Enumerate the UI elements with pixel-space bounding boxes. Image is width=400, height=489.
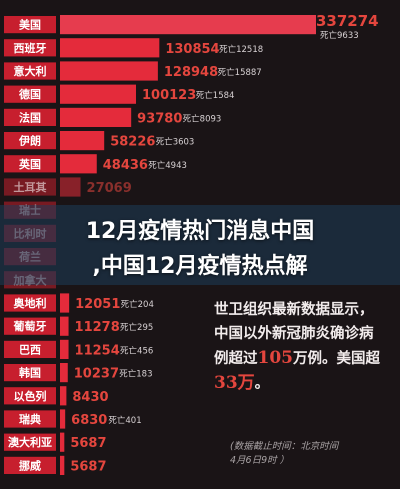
death-count-label: 死亡401 [108, 415, 141, 426]
country-label-bg [4, 294, 56, 312]
case-bar [60, 154, 97, 174]
source-line-2: 4月6日9时 ） [230, 455, 290, 466]
country-label: 美国 [19, 18, 41, 32]
country-label-bg [4, 16, 56, 34]
country-label-bg [4, 410, 56, 428]
country-label-bg [4, 340, 56, 358]
death-count-label: 死亡183 [119, 369, 152, 380]
case-value-label: 5687 [70, 459, 106, 474]
death-count-label: 死亡12518 [219, 44, 263, 55]
case-bar [60, 339, 69, 359]
case-bar [60, 177, 81, 197]
country-label: 葡萄牙 [13, 319, 47, 333]
headline-line-2: ,中国12月疫情热点解 [92, 254, 308, 279]
death-count-label: 死亡8093 [183, 113, 222, 124]
case-bar [60, 455, 65, 475]
country-label: 以色列 [14, 389, 47, 403]
case-bar [60, 293, 70, 313]
country-label: 伊朗 [18, 134, 41, 148]
case-bar [60, 84, 136, 104]
country-label: 澳大利亚 [8, 435, 52, 449]
headline-band [0, 205, 400, 285]
death-count-label: 死亡15887 [218, 67, 262, 78]
case-value-label: 5687 [70, 436, 106, 451]
case-bar [60, 409, 66, 429]
case-value-label: 58226 [110, 135, 155, 150]
case-value-label: 6830 [71, 413, 107, 428]
country-label-bg [4, 62, 56, 80]
summary-part-1: 世卫组织最新数据显示，中国以外新冠肺炎确诊病例超过 [214, 301, 374, 367]
summary-part-2: 万例。美国超 [293, 350, 380, 367]
death-count-label: 死亡456 [120, 345, 153, 356]
case-bar [60, 316, 69, 336]
country-label: 法国 [19, 110, 41, 124]
country-label: 土耳其 [14, 180, 47, 194]
death-count-label: 死亡204 [121, 299, 154, 310]
summary-highlight-1: 105 [257, 348, 294, 368]
source-line-1: (数据截止时间：北京时间 [230, 441, 339, 452]
country-label: 德国 [18, 87, 41, 101]
case-bar [60, 107, 132, 127]
headline-line-1: 12月疫情热门消息中国 [85, 219, 315, 244]
country-label-bg [4, 85, 56, 103]
country-label-bg [4, 178, 56, 196]
country-label: 英国 [18, 157, 41, 171]
country-label-bg [4, 456, 56, 474]
death-count-label: 死亡1584 [196, 90, 235, 101]
summary-part-3: 。 [254, 375, 270, 392]
death-count-label: 死亡4943 [148, 160, 187, 171]
country-label-bg [4, 387, 56, 405]
country-label-bg [4, 155, 56, 173]
country-label: 奥地利 [13, 296, 47, 310]
country-label-bg [4, 132, 56, 150]
case-bar [60, 363, 68, 383]
country-label: 挪威 [19, 458, 41, 472]
country-label: 韩国 [19, 366, 41, 380]
death-count-label: 死亡3603 [156, 137, 195, 148]
case-value-label: 10237 [74, 367, 119, 382]
case-value-label: 130854 [165, 42, 219, 57]
case-value-label: 11278 [75, 320, 120, 335]
case-bar [60, 131, 105, 151]
country-label-bg [4, 433, 56, 451]
country-label: 瑞典 [19, 412, 41, 426]
case-value-label: 12051 [75, 297, 120, 312]
case-value-label: 128948 [164, 65, 218, 80]
summary-highlight-2: 33万 [214, 373, 255, 393]
country-label-bg [4, 364, 56, 382]
case-bar [60, 38, 160, 58]
case-value-label: 100123 [142, 88, 196, 103]
case-value-label: 93780 [137, 111, 182, 126]
case-value-label: 27069 [87, 181, 132, 196]
country-label-bg [4, 317, 56, 335]
case-value-label: 11254 [75, 343, 120, 358]
data-source-note: (数据截止时间：北京时间 4月6日9时 ） [230, 440, 380, 468]
case-value-label: 8430 [72, 390, 108, 405]
country-label-bg [4, 39, 56, 57]
case-bar [60, 15, 316, 35]
death-count-label: 死亡9633 [320, 30, 359, 41]
summary-text: 世卫组织最新数据显示，中国以外新冠肺炎确诊病例超过105万例。美国超 33万。 [214, 298, 384, 396]
case-bar [60, 386, 67, 406]
case-value-label: 337274 [316, 12, 379, 30]
death-count-label: 死亡295 [120, 322, 153, 333]
case-bar [60, 432, 65, 452]
case-bar [60, 61, 158, 81]
country-label: 西班牙 [14, 41, 47, 55]
country-label-bg [4, 108, 56, 126]
case-value-label: 48436 [103, 158, 148, 173]
country-label: 巴西 [19, 343, 41, 356]
country-label: 意大利 [14, 64, 47, 78]
